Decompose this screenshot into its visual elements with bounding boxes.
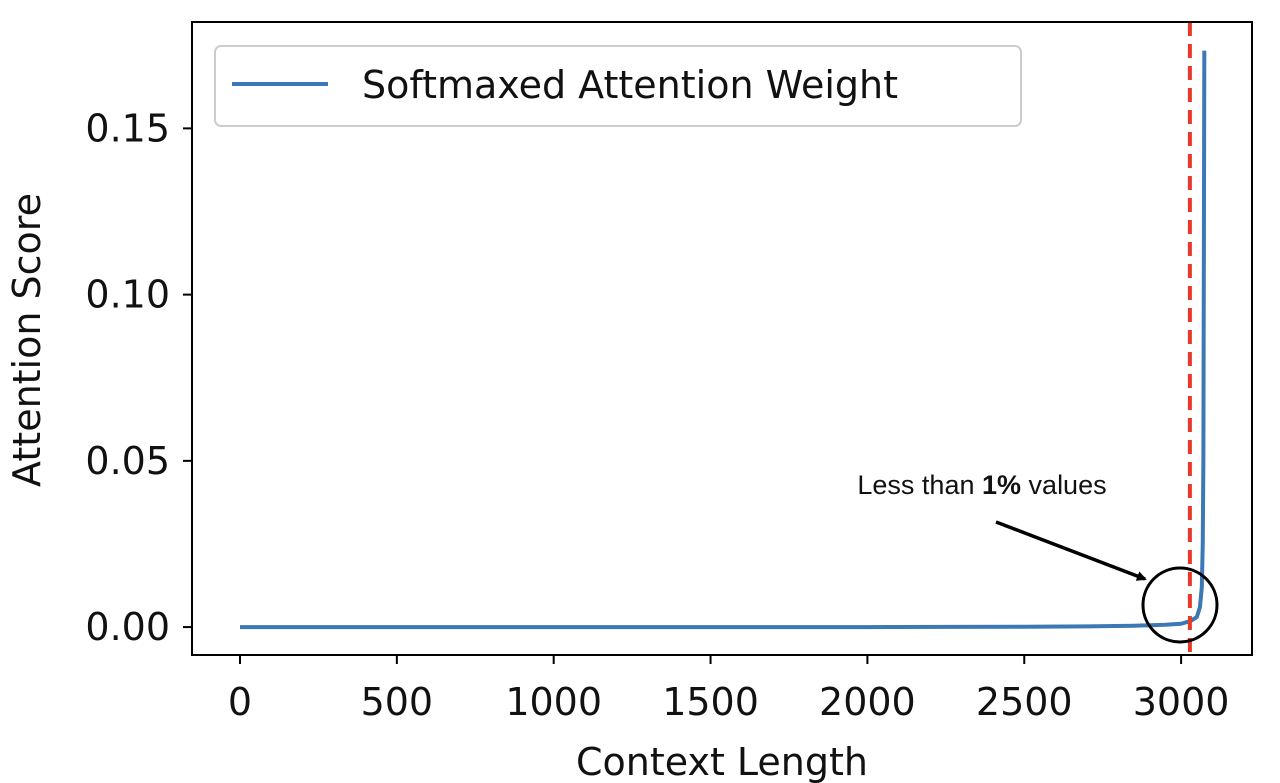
- x-axis-label: Context Length: [576, 740, 868, 783]
- x-tick-label: 2000: [819, 680, 916, 724]
- x-tick-label: 3000: [1133, 680, 1230, 724]
- y-tick-label: 0.10: [85, 273, 170, 317]
- y-tick-label: 0.15: [85, 106, 170, 150]
- x-tick-label: 500: [361, 680, 434, 724]
- data-line: [239, 50, 1207, 630]
- annotation-text: values: [1029, 470, 1107, 500]
- y-axis-label: Attention Score: [5, 193, 49, 487]
- annotation-arrow: [995, 520, 1147, 581]
- axes-frame: [191, 21, 1253, 656]
- plot-area: [239, 22, 1207, 655]
- y-tick-label: 0.05: [85, 439, 170, 483]
- annotation-text: 1%: [982, 470, 1021, 500]
- highlight-circle: [1141, 566, 1219, 644]
- x-tick-label: 1500: [662, 680, 759, 724]
- x-tick-label: 0: [228, 680, 252, 724]
- legend-box: [214, 45, 1022, 127]
- legend-label: Softmaxed Attention Weight: [362, 63, 898, 107]
- x-tick-label: 2500: [976, 680, 1073, 724]
- annotation: Less than 1% values: [857, 470, 1106, 500]
- annotation-text: Less than: [857, 470, 974, 500]
- y-tick-label: 0.00: [85, 605, 170, 649]
- x-tick-label: 1000: [505, 680, 602, 724]
